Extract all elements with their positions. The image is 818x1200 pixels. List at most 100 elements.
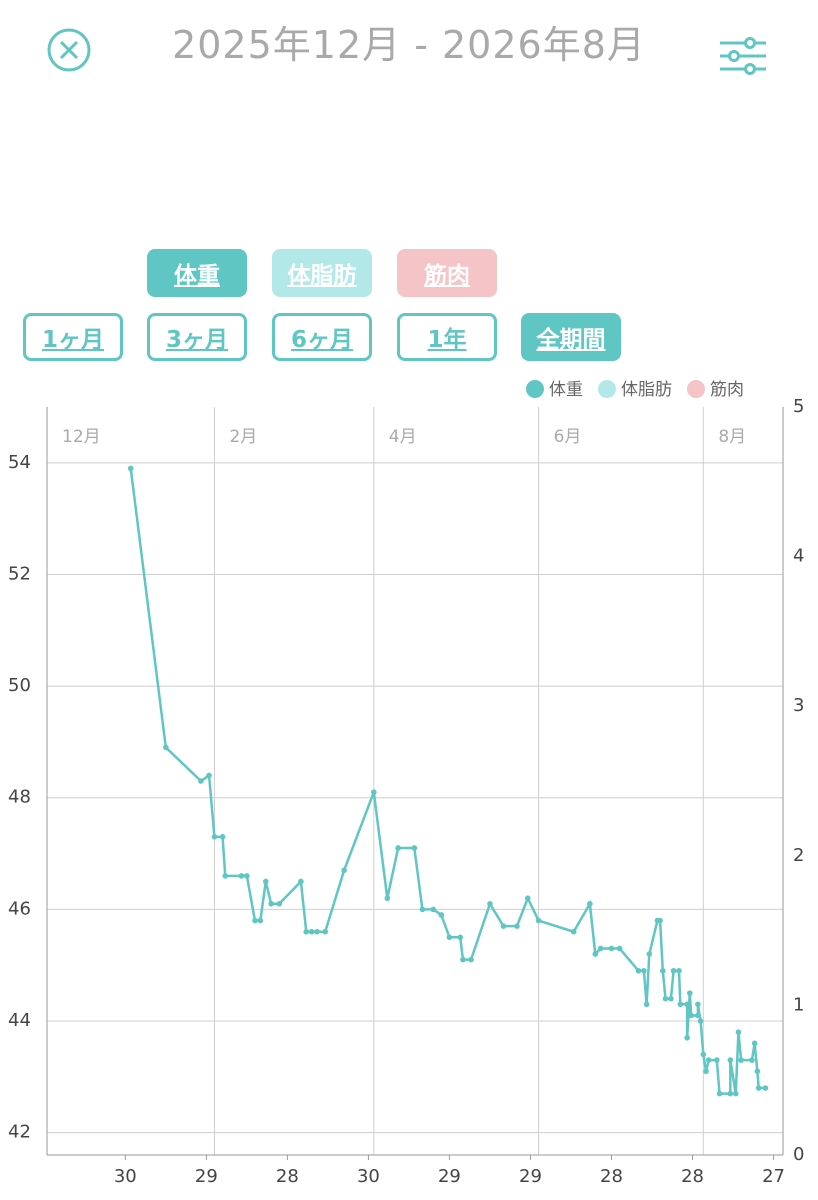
data-point (643, 1001, 650, 1008)
x-tick-label: 30 (357, 1166, 380, 1187)
data-point (732, 1090, 739, 1097)
data-point (222, 873, 229, 879)
legend-marker (687, 380, 705, 398)
y-tick-label: 44 (8, 1010, 31, 1031)
data-point (535, 917, 542, 924)
data-point (587, 901, 593, 907)
month-label: 6月 (554, 427, 582, 447)
data-point (314, 928, 320, 935)
x-tick-label: 30 (114, 1166, 137, 1187)
y-tick-label: 48 (8, 787, 31, 808)
data-point (676, 967, 682, 974)
y2-tick-label: 5 (793, 396, 804, 417)
data-point (641, 967, 647, 974)
data-point (468, 956, 474, 963)
data-point (514, 923, 520, 929)
data-point (252, 917, 258, 924)
y-tick-label: 50 (8, 675, 31, 696)
data-point (755, 1085, 762, 1091)
y2-tick-label: 0 (793, 1144, 804, 1165)
data-point (703, 1068, 709, 1075)
data-point (308, 928, 315, 935)
data-point (268, 901, 274, 907)
button[interactable]: 6ヶ月 (272, 313, 372, 361)
data-point (646, 951, 653, 957)
data-point (457, 934, 464, 941)
data-point (446, 934, 453, 941)
data-point (430, 906, 437, 913)
data-point (714, 1057, 720, 1063)
data-point (684, 1034, 690, 1041)
month-label: 12月 (62, 427, 101, 447)
data-point (662, 995, 669, 1002)
y-tick-label: 54 (8, 452, 31, 473)
data-point (303, 928, 310, 935)
data-point (524, 895, 531, 902)
x-tick-label: 28 (600, 1166, 623, 1187)
data-line (129, 468, 766, 1095)
data-point (684, 1001, 690, 1008)
data-point (749, 1057, 755, 1063)
data-point (570, 928, 577, 935)
data-point (411, 845, 418, 851)
data-point (219, 834, 226, 840)
data-point (687, 990, 693, 996)
data-point (751, 1040, 758, 1047)
button[interactable]: 体重 (147, 249, 247, 297)
data-point (198, 778, 204, 784)
month-label: 4月 (389, 427, 417, 447)
button[interactable]: 全期間 (521, 313, 621, 361)
data-point (395, 845, 401, 851)
x-tick-label: 28 (681, 1166, 704, 1187)
data-point (298, 878, 304, 885)
data-point (500, 923, 507, 929)
y2-tick-label: 4 (793, 546, 804, 567)
data-point (762, 1085, 769, 1091)
data-point (371, 789, 377, 795)
data-point (341, 867, 347, 874)
button[interactable]: 筋肉 (397, 249, 497, 297)
button[interactable]: 1ヶ月 (23, 313, 123, 361)
x-tick-label: 29 (195, 1166, 218, 1187)
data-point (419, 906, 426, 913)
data-point (597, 945, 604, 952)
data-point (697, 1018, 704, 1024)
data-point (322, 928, 328, 935)
data-point (668, 995, 674, 1002)
legend-label: 筋肉 (710, 380, 744, 400)
data-point (695, 1012, 701, 1019)
data-point (695, 1001, 701, 1008)
close-button[interactable] (44, 26, 94, 76)
filter-button[interactable] (718, 34, 768, 78)
data-point (700, 1051, 707, 1058)
data-point (727, 1057, 734, 1063)
data-point (616, 945, 623, 952)
x-tick-label: 27 (762, 1166, 785, 1187)
y2-tick-label: 3 (793, 695, 804, 716)
y2-tick-label: 1 (793, 994, 804, 1015)
button[interactable]: 3ヶ月 (147, 313, 247, 361)
y-tick-label: 52 (8, 563, 31, 584)
legend-label: 体脂肪 (621, 380, 672, 400)
data-point (608, 945, 615, 952)
data-point (670, 967, 677, 974)
data-point (438, 912, 445, 918)
y2-tick-label: 2 (793, 845, 804, 866)
month-label: 2月 (229, 427, 257, 447)
x-tick-label: 29 (438, 1166, 461, 1187)
legend-label: 体重 (549, 380, 583, 400)
data-point (257, 917, 264, 924)
data-point (460, 956, 466, 963)
data-point (384, 895, 391, 902)
data-point (657, 917, 663, 924)
data-point (738, 1057, 744, 1063)
data-point (727, 1090, 734, 1097)
button[interactable]: 体脂肪 (272, 249, 372, 297)
button[interactable]: 1年 (397, 313, 497, 361)
data-point (677, 1001, 684, 1008)
data-point (276, 901, 283, 907)
data-point (244, 873, 250, 879)
data-point (716, 1090, 723, 1097)
data-point (592, 951, 599, 957)
